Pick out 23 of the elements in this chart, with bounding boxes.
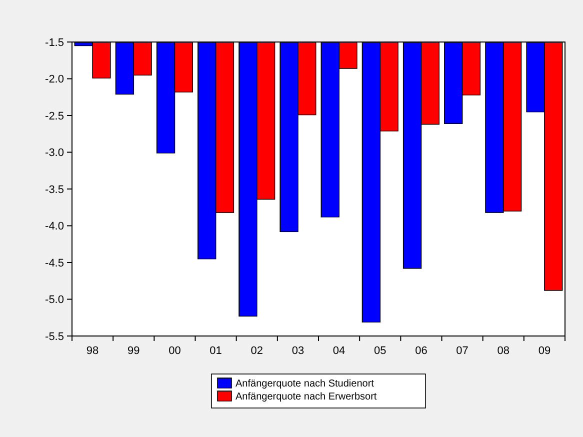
legend-label: Anfängerquote nach Studienort bbox=[236, 378, 374, 390]
x-tick-label: 07 bbox=[456, 345, 468, 357]
y-tick-label: -3.0 bbox=[45, 147, 64, 160]
x-tick-label: 06 bbox=[415, 345, 428, 357]
y-tick-label: -4.5 bbox=[45, 257, 64, 270]
x-tick-label: 00 bbox=[168, 345, 181, 357]
y-tick-label: -1.5 bbox=[45, 36, 64, 49]
y-tick-label: -5.0 bbox=[45, 294, 64, 306]
x-tick-label: 03 bbox=[292, 345, 304, 357]
y-tick-label: -2.0 bbox=[45, 74, 64, 86]
x-tick-label: 99 bbox=[128, 345, 140, 357]
x-tick-label: 09 bbox=[538, 345, 551, 357]
y-tick-label: -4.0 bbox=[45, 220, 64, 233]
y-tick-label: -3.5 bbox=[45, 184, 64, 196]
x-tick-label: 98 bbox=[86, 345, 99, 357]
x-tick-label: 01 bbox=[210, 345, 222, 357]
x-tick-label: 04 bbox=[332, 345, 346, 357]
legend-label: Anfängerquote nach Erwerbsort bbox=[236, 392, 377, 402]
y-tick-label: -5.5 bbox=[45, 330, 64, 343]
x-tick-label: 08 bbox=[497, 345, 510, 357]
x-tick-label: 02 bbox=[250, 345, 263, 357]
x-tick-label: 05 bbox=[374, 345, 386, 357]
y-tick-label: -2.5 bbox=[45, 110, 64, 122]
